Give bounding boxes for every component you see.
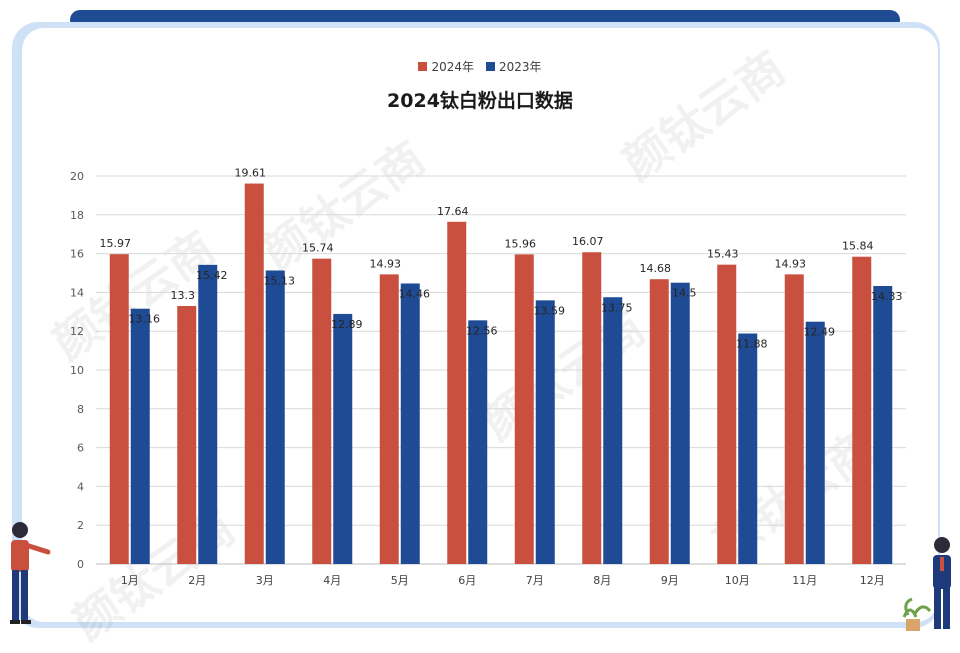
data-label-2024: 15.43 xyxy=(707,248,739,261)
legend-swatch-2023 xyxy=(486,62,495,71)
bar-2023 xyxy=(333,313,353,564)
x-category-label: 7月 xyxy=(526,574,544,587)
data-label-2024: 16.07 xyxy=(572,235,604,248)
bar-2023 xyxy=(198,264,218,564)
x-category-label: 5月 xyxy=(391,574,409,587)
bar-2023 xyxy=(738,333,758,564)
data-label-2024: 19.61 xyxy=(235,167,267,180)
bar-2024 xyxy=(582,252,602,564)
legend-swatch-2024 xyxy=(418,62,428,71)
data-label-2024: 14.68 xyxy=(640,262,672,275)
y-tick-label: 10 xyxy=(70,364,84,377)
legend-item-2024: 2024年 xyxy=(418,58,474,75)
man-presenter-figure xyxy=(902,537,951,631)
bar-2024 xyxy=(312,258,332,564)
y-tick-label: 0 xyxy=(77,558,84,571)
bar-2023 xyxy=(535,300,555,564)
x-category-label: 11月 xyxy=(792,574,817,587)
bar-2024 xyxy=(447,221,467,564)
data-label-2023: 14.46 xyxy=(399,287,431,300)
bar-2024 xyxy=(379,274,399,564)
bar-2024 xyxy=(717,264,737,564)
bar-2023 xyxy=(400,283,420,564)
bar-2023 xyxy=(670,282,690,564)
bar-2023 xyxy=(603,297,623,564)
bar-2023 xyxy=(468,320,488,564)
data-label-2024: 17.64 xyxy=(437,205,469,218)
chart-title: 2024钛白粉出口数据 xyxy=(387,90,573,112)
data-label-2024: 15.97 xyxy=(100,237,132,250)
data-label-2023: 11.88 xyxy=(736,338,768,351)
x-category-label: 9月 xyxy=(661,574,679,587)
legend-label-2024: 2024年 xyxy=(431,60,474,74)
data-label-2024: 15.74 xyxy=(302,242,334,255)
bar-2023 xyxy=(265,270,285,564)
bar-2024 xyxy=(649,279,669,564)
y-tick-label: 16 xyxy=(70,248,84,261)
data-label-2024: 14.93 xyxy=(775,257,807,270)
x-category-label: 3月 xyxy=(256,574,274,587)
bar-2024 xyxy=(244,183,264,565)
x-category-label: 4月 xyxy=(323,574,341,587)
y-tick-label: 14 xyxy=(70,286,84,299)
x-category-label: 1月 xyxy=(121,574,139,587)
data-label-2024: 14.93 xyxy=(370,257,402,270)
x-category-label: 8月 xyxy=(593,574,611,587)
y-tick-label: 6 xyxy=(77,442,84,455)
x-category-label: 12月 xyxy=(860,574,885,587)
legend-label-2023: 2023年 xyxy=(499,60,542,74)
data-label-2023: 13.16 xyxy=(129,313,161,326)
bar-2024 xyxy=(852,256,872,564)
bar-2023 xyxy=(873,285,893,564)
bar-2024 xyxy=(784,274,804,564)
woman-presenter-figure xyxy=(10,522,51,624)
data-label-2023: 15.13 xyxy=(264,274,296,287)
data-label-2024: 15.84 xyxy=(842,240,874,253)
bar-2024 xyxy=(514,254,534,564)
data-label-2023: 13.59 xyxy=(534,304,566,317)
y-tick-label: 4 xyxy=(77,480,84,493)
data-label-2023: 12.56 xyxy=(466,324,498,337)
data-label-2024: 13.3 xyxy=(171,289,196,302)
data-label-2023: 14.5 xyxy=(672,287,697,300)
y-tick-label: 20 xyxy=(70,170,84,183)
bar-2023 xyxy=(805,321,825,564)
x-category-label: 10月 xyxy=(725,574,750,587)
y-tick-label: 2 xyxy=(77,519,84,532)
chart-legend: 2024年 2023年 xyxy=(0,58,960,75)
bar-2024 xyxy=(109,254,129,564)
data-label-2023: 13.75 xyxy=(601,301,633,314)
y-tick-label: 12 xyxy=(70,325,84,338)
bar-2024 xyxy=(177,305,197,564)
y-tick-label: 18 xyxy=(70,209,84,222)
data-label-2023: 15.42 xyxy=(196,269,228,282)
x-category-label: 6月 xyxy=(458,574,476,587)
x-category-label: 2月 xyxy=(188,574,206,587)
data-label-2023: 12.89 xyxy=(331,318,363,331)
data-label-2023: 12.49 xyxy=(804,326,836,339)
bar-2023 xyxy=(130,308,150,564)
data-label-2023: 14.33 xyxy=(871,290,903,303)
legend-item-2023: 2023年 xyxy=(486,58,542,75)
data-label-2024: 15.96 xyxy=(505,237,537,250)
y-tick-label: 8 xyxy=(77,403,84,416)
